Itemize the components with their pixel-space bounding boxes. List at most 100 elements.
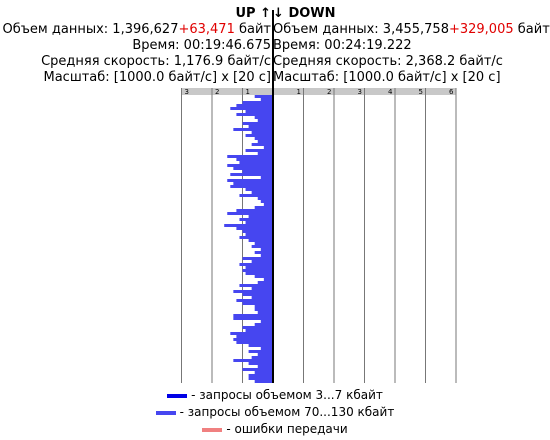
up-bar-large xyxy=(236,299,273,302)
up-bar-large xyxy=(242,170,273,173)
legend-large-label: - запросы объемом 70...130 кбайт xyxy=(179,405,395,419)
up-bar-large xyxy=(233,167,273,170)
up-bar-large xyxy=(263,203,273,206)
up-bar-large xyxy=(254,380,273,383)
up-bar-large xyxy=(230,332,273,335)
up-bar-large xyxy=(251,296,273,299)
up-bar-large xyxy=(227,212,273,215)
up-bar-large xyxy=(257,119,273,122)
up-arrow-icon: ↑ xyxy=(260,6,271,21)
down-tick-label: 3 xyxy=(358,88,362,96)
up-bar-large xyxy=(242,122,273,125)
up-bar-large xyxy=(242,101,273,104)
up-bar-large xyxy=(236,104,273,107)
up-bar-large xyxy=(251,260,273,263)
legend-small: - запросы объемом 3...7 кбайт xyxy=(0,388,550,403)
up-bar-large xyxy=(242,302,273,305)
up-bar-large xyxy=(245,149,273,152)
up-bar-large xyxy=(245,233,273,236)
up-bar-large xyxy=(257,281,273,284)
up-bar-large xyxy=(242,368,273,371)
legend-large-swatch xyxy=(155,410,176,415)
legend-small-swatch xyxy=(167,393,188,398)
down-speed: Средняя скорость: 2,368.2 байт/с xyxy=(273,54,503,69)
up-bar-large xyxy=(254,371,273,374)
up-bar-large xyxy=(260,98,273,101)
legend-small-label: - запросы объемом 3...7 кбайт xyxy=(191,388,383,402)
up-bar-large xyxy=(254,242,273,245)
up-bar-large xyxy=(248,125,273,128)
down-title: ↓ DOWN xyxy=(273,6,336,22)
up-bar-large xyxy=(239,263,273,266)
up-bar-large xyxy=(254,305,273,308)
up-tick-label: 3 xyxy=(185,88,189,96)
up-bar-large xyxy=(233,314,273,317)
up-volume-unit: байт xyxy=(234,22,271,37)
down-tick-label: 1 xyxy=(297,88,301,96)
down-volume: Объем данных: 3,455,758+329,005 байт xyxy=(273,22,550,38)
up-bar-large xyxy=(242,269,273,272)
legend-errors: - ошибки передачи xyxy=(0,422,550,437)
up-bar-large xyxy=(257,152,273,155)
up-bar-large xyxy=(260,200,273,203)
down-time: Время: 00:24:19.222 xyxy=(273,38,412,53)
up-bar-large xyxy=(230,185,273,188)
up-bar-large xyxy=(248,344,273,347)
up-bar-large xyxy=(251,356,273,359)
down-title-text: DOWN xyxy=(288,6,336,21)
up-bar-large xyxy=(236,341,273,344)
up-bar-large xyxy=(251,131,273,134)
down-volume-value: 3,455,758 xyxy=(382,22,449,37)
up-time: Время: 00:19:46.675 xyxy=(132,38,271,53)
up-bar-large xyxy=(245,272,273,275)
up-bar-large xyxy=(239,161,273,164)
up-volume-label: Объем данных: xyxy=(2,22,113,37)
up-bar-large xyxy=(239,194,273,197)
down-tick-label: 2 xyxy=(327,88,331,96)
legend-errors-swatch xyxy=(202,427,223,432)
up-bar-large xyxy=(248,215,273,218)
up-bar-large xyxy=(248,377,273,380)
up-tick-label: 1 xyxy=(246,88,250,96)
up-bar-large xyxy=(263,146,273,149)
up-bar-large xyxy=(248,350,273,353)
up-bar-large xyxy=(233,128,273,131)
up-title-text: UP xyxy=(235,6,256,21)
up-bar-large xyxy=(233,338,273,341)
up-bar-large xyxy=(251,287,273,290)
up-bar-large xyxy=(245,221,273,224)
down-volume-label: Объем данных: xyxy=(273,22,383,37)
up-bar-large xyxy=(245,188,273,191)
up-bar-large xyxy=(257,311,273,314)
up-bar-large xyxy=(254,116,273,119)
up-bar-large xyxy=(233,182,273,185)
up-bar-large xyxy=(254,308,273,311)
up-bar-large xyxy=(242,293,273,296)
up-bar-large xyxy=(248,374,273,377)
up-bar-large xyxy=(227,164,273,167)
up-bar-large xyxy=(224,224,273,227)
up-bar-large xyxy=(242,230,273,233)
up-bar-large xyxy=(233,317,273,320)
up-scale-strip xyxy=(181,88,273,95)
up-bar-large xyxy=(260,320,273,323)
up-bar-large xyxy=(236,227,273,230)
up-volume-value: 1,396,627 xyxy=(112,22,179,37)
up-bar-large xyxy=(248,362,273,365)
up-bar-large xyxy=(260,176,273,179)
up-bar-large xyxy=(254,323,273,326)
up-scale: Масштаб: [1000.0 байт/с] x [20 с] xyxy=(43,70,271,85)
up-bar-large xyxy=(239,236,273,239)
up-bar-large xyxy=(236,158,273,161)
up-bar-large xyxy=(251,245,273,248)
up-bar-large xyxy=(233,359,273,362)
up-bar-large xyxy=(242,257,273,260)
up-bar-large xyxy=(251,191,273,194)
up-bar-large xyxy=(260,248,273,251)
up-bar-large xyxy=(230,107,273,110)
up-bar-large xyxy=(263,278,273,281)
up-tick-label: 2 xyxy=(215,88,219,96)
down-arrow-icon: ↓ xyxy=(273,6,284,21)
up-bar-large xyxy=(245,266,273,269)
